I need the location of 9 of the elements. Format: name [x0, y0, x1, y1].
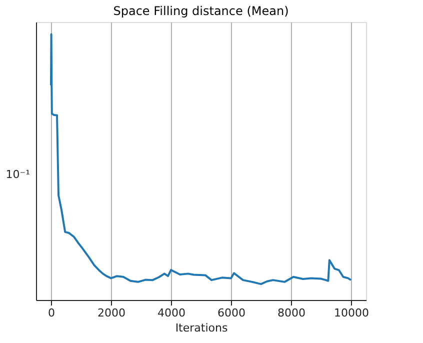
x-tick-label: 0 [48, 306, 55, 320]
x-axis-title: Iterations [175, 322, 228, 334]
x-tick-label: 2000 [98, 306, 126, 320]
x-tick-label: 10000 [334, 306, 369, 320]
x-tick-label: 8000 [278, 306, 306, 320]
chart-title: Space Filling distance (Mean) [113, 4, 289, 18]
x-tick-label: 6000 [218, 306, 246, 320]
text: 10⁻¹ [6, 168, 30, 181]
x-tick-label: 4000 [158, 306, 186, 320]
